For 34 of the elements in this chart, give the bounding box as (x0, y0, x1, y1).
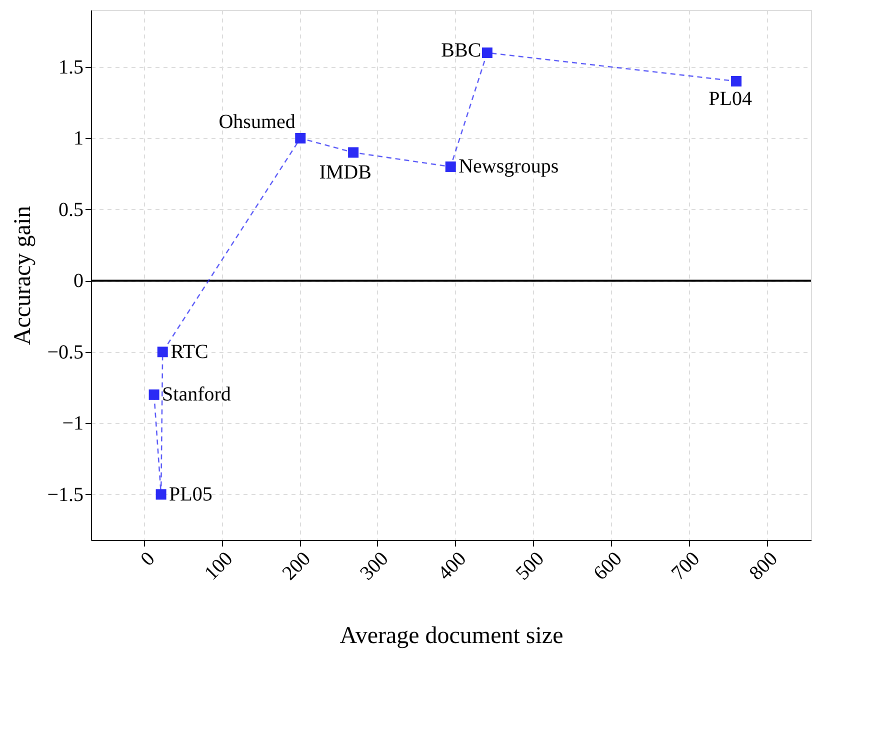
annotation: BBC (441, 40, 482, 62)
annotation: PL05 (169, 483, 212, 506)
y-tick-label: −1.5 (47, 484, 84, 506)
x-tick-label: 500 (512, 548, 548, 585)
x-tick-label: 600 (590, 548, 626, 585)
annotation: Newsgroups (458, 156, 559, 178)
point (348, 147, 359, 158)
y-tick-label: −1 (62, 412, 84, 435)
annotation: Stanford (162, 384, 231, 406)
y-tick-label: 0.5 (58, 198, 84, 221)
x-axis-title: Average document size (340, 622, 564, 649)
annotation: IMDB (319, 161, 372, 184)
x-tick-label: 700 (667, 548, 704, 585)
x-tick-label: 100 (200, 548, 238, 585)
point (295, 132, 306, 144)
point (482, 48, 492, 58)
point (731, 76, 742, 86)
point (445, 161, 456, 172)
y-tick-label: 0 (74, 270, 84, 292)
annotation: Ohsumed (218, 111, 296, 134)
y-tick-label: 1.5 (58, 56, 84, 78)
x-tick-label: 400 (434, 548, 471, 585)
y-tick-label: 1 (74, 128, 84, 150)
y-axis-title: Accuracy gain (10, 206, 36, 346)
point (148, 389, 160, 400)
x-tick-label: 200 (278, 548, 315, 585)
y-tick-label: −0.5 (47, 341, 84, 364)
annotation: RTC (170, 340, 208, 363)
x-tick-label: 300 (356, 548, 393, 585)
annotation: PL04 (708, 88, 752, 110)
x-tick-label: 800 (745, 548, 782, 585)
point (156, 489, 166, 500)
x-tick-label: 0 (136, 548, 160, 570)
point (157, 346, 168, 358)
